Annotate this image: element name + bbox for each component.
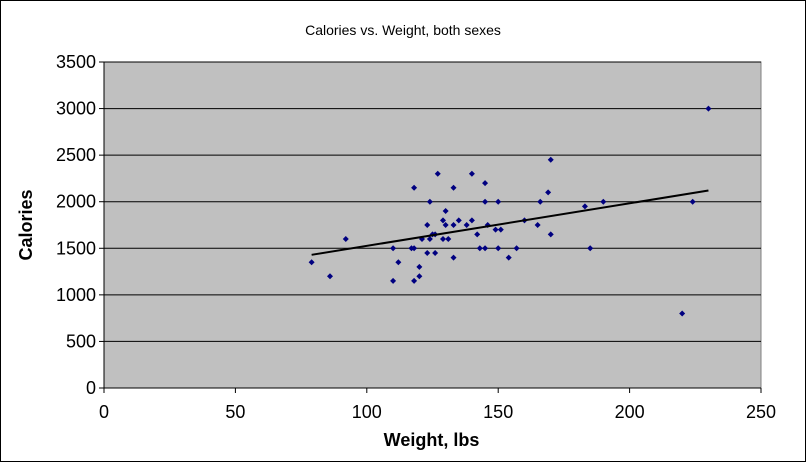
data-point bbox=[463, 222, 470, 228]
data-point bbox=[492, 226, 499, 233]
y-tick-label: 3000 bbox=[56, 99, 96, 119]
data-point bbox=[450, 254, 457, 261]
trendline-layer bbox=[311, 189, 709, 256]
axes: 0 500 1000 1500 2000 2500 3000 3500 0 50 100 150 200… bbox=[56, 52, 776, 422]
trendline bbox=[311, 189, 709, 256]
plot-area bbox=[103, 61, 762, 389]
data-point bbox=[327, 273, 334, 280]
data-point bbox=[411, 277, 418, 284]
data-point bbox=[432, 249, 439, 256]
data-point bbox=[445, 235, 452, 242]
data-point bbox=[308, 259, 315, 266]
data-point bbox=[411, 184, 418, 191]
data-point bbox=[476, 245, 483, 252]
y-axis-title: Calories bbox=[16, 189, 36, 260]
data-point bbox=[468, 217, 475, 224]
data-point bbox=[424, 222, 431, 228]
y-tick-label: 0 bbox=[86, 378, 96, 398]
y-tick-label: 2000 bbox=[56, 192, 96, 212]
data-point bbox=[440, 217, 447, 224]
data-point bbox=[342, 235, 349, 242]
chart-title: Calories vs. Weight, both sexes bbox=[305, 22, 501, 38]
data-point bbox=[547, 156, 554, 163]
data-point bbox=[495, 245, 502, 252]
y-tick-label: 2500 bbox=[56, 145, 96, 165]
y-tick-label: 1000 bbox=[56, 285, 96, 305]
data-point bbox=[497, 226, 504, 233]
data-point bbox=[474, 231, 481, 238]
data-point bbox=[411, 245, 418, 252]
data-point bbox=[450, 222, 457, 228]
x-tick-label: 250 bbox=[746, 402, 776, 422]
data-point bbox=[395, 259, 402, 266]
data-point bbox=[545, 189, 552, 196]
data-point bbox=[495, 198, 502, 205]
data-point bbox=[705, 105, 712, 112]
data-point bbox=[537, 198, 544, 205]
data-point bbox=[426, 198, 433, 205]
data-point bbox=[426, 235, 433, 242]
data-point bbox=[581, 203, 588, 210]
gridlines bbox=[104, 61, 761, 342]
data-point bbox=[440, 235, 447, 242]
data-point bbox=[450, 184, 457, 191]
data-point bbox=[534, 222, 541, 228]
x-tick-label: 150 bbox=[483, 402, 513, 422]
data-point bbox=[587, 245, 594, 252]
data-point bbox=[482, 245, 489, 252]
data-point bbox=[442, 208, 449, 215]
data-point bbox=[505, 254, 512, 261]
y-tick-label: 1500 bbox=[56, 238, 96, 258]
y-tick-label: 3500 bbox=[56, 52, 96, 72]
data-point bbox=[390, 245, 397, 252]
data-point bbox=[600, 198, 607, 205]
x-tick-label: 0 bbox=[99, 402, 109, 422]
data-point bbox=[455, 217, 462, 224]
data-point bbox=[424, 249, 431, 256]
data-point bbox=[442, 222, 449, 228]
data-point bbox=[416, 263, 423, 270]
x-axis-title: Weight, lbs bbox=[384, 430, 480, 450]
data-point bbox=[482, 198, 489, 205]
x-tick-label: 200 bbox=[615, 402, 645, 422]
data-point bbox=[468, 170, 475, 177]
data-point bbox=[513, 245, 520, 252]
data-point bbox=[390, 277, 397, 284]
data-point bbox=[689, 198, 696, 205]
x-tick-label: 50 bbox=[225, 402, 245, 422]
y-tick-label: 500 bbox=[66, 331, 96, 351]
data-points bbox=[308, 105, 712, 317]
data-point bbox=[434, 170, 441, 177]
data-point bbox=[482, 180, 489, 187]
x-tick-label: 100 bbox=[352, 402, 382, 422]
data-point bbox=[416, 273, 423, 280]
data-point bbox=[547, 231, 554, 238]
data-point bbox=[679, 310, 686, 317]
